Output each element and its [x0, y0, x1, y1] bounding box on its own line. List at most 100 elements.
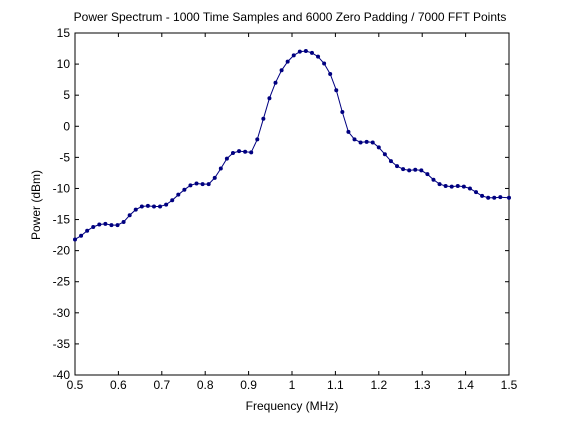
data-point [91, 225, 96, 230]
data-point [79, 233, 84, 238]
data-point [151, 204, 156, 209]
data-point [291, 53, 296, 58]
plot-box [74, 32, 510, 376]
data-point [182, 187, 187, 192]
data-point [303, 49, 308, 54]
data-point [507, 195, 511, 200]
data-point [103, 221, 108, 226]
y-tick-label: -20 [53, 244, 71, 258]
x-tick-label: 1.1 [327, 378, 344, 392]
data-point [370, 140, 375, 145]
data-point [255, 137, 260, 142]
data-point [455, 183, 460, 188]
x-tick-label: 1 [289, 378, 296, 392]
y-tick-label: -25 [53, 275, 71, 289]
data-point [188, 183, 193, 188]
x-tick-label: 1.3 [414, 378, 431, 392]
y-axis-label: Power (dBm) [29, 170, 43, 240]
data-point [73, 237, 77, 242]
data-point [109, 223, 114, 228]
data-point [127, 213, 132, 218]
data-point [158, 204, 163, 209]
x-tick-label: 0.9 [240, 378, 257, 392]
data-point [407, 168, 412, 173]
data-point [437, 182, 442, 187]
data-point [334, 88, 339, 93]
x-tick-label: 1.4 [457, 378, 474, 392]
y-tick-label: -40 [53, 368, 71, 382]
data-point [200, 182, 205, 187]
data-point [474, 190, 479, 195]
data-point [279, 68, 284, 73]
data-point [97, 222, 102, 227]
y-tick-label: 5 [63, 88, 70, 102]
data-point [401, 167, 406, 172]
y-axis-ticks: 15 10 5 0 -5 -10 -15 -20 -25 -30 -35 -40 [53, 26, 509, 382]
data-point [145, 203, 150, 208]
data-point [425, 172, 430, 177]
data-point [309, 50, 314, 55]
x-tick-label: 0.8 [197, 378, 214, 392]
data-point [170, 198, 175, 203]
data-point [431, 177, 436, 182]
data-point [449, 184, 454, 189]
data-point [322, 61, 327, 66]
x-axis-ticks: 0.5 0.6 0.7 0.8 0.9 1 1.1 1.2 1.3 1.4 1.5 [67, 33, 518, 392]
data-point [340, 109, 345, 114]
y-tick-label: -15 [53, 213, 71, 227]
chart-title: Power Spectrum - 1000 Time Samples and 6… [74, 10, 507, 24]
plot-area [74, 32, 510, 376]
data-point [212, 175, 217, 180]
x-tick-label: 0.7 [153, 378, 170, 392]
x-tick-label: 1.2 [370, 378, 387, 392]
data-point [273, 80, 278, 85]
data-point [230, 151, 235, 156]
data-point [249, 150, 254, 155]
x-tick-label: 0.5 [67, 378, 84, 392]
data-point [237, 149, 242, 154]
x-axis-label: Frequency (MHz) [246, 399, 339, 413]
data-point [328, 72, 333, 77]
x-tick-label: 0.6 [110, 378, 127, 392]
data-point [176, 192, 181, 197]
data-point [261, 116, 266, 121]
data-point [382, 152, 387, 157]
data-point [486, 195, 491, 200]
y-tick-label: 0 [63, 119, 70, 133]
series-group [73, 49, 511, 242]
data-point [224, 156, 229, 161]
data-point [492, 195, 497, 200]
data-point [395, 164, 400, 169]
data-point [243, 149, 248, 154]
y-tick-label: -30 [53, 306, 71, 320]
data-point [388, 159, 393, 164]
data-point [297, 49, 302, 54]
data-point [498, 195, 503, 200]
data-point [461, 184, 466, 189]
data-point [139, 204, 144, 209]
data-point [133, 207, 138, 212]
x-tick-label: 1.5 [501, 378, 518, 392]
data-point [443, 183, 448, 188]
data-point [413, 167, 418, 172]
y-tick-label: -5 [59, 150, 70, 164]
data-point [467, 186, 472, 191]
data-point [358, 140, 363, 145]
data-point [480, 193, 485, 198]
data-point [316, 54, 321, 59]
data-point [267, 96, 272, 101]
data-point [346, 129, 351, 134]
data-point [285, 59, 290, 64]
y-tick-label: 15 [57, 26, 71, 40]
data-point [85, 228, 90, 233]
data-point [115, 223, 120, 228]
data-point [206, 182, 211, 187]
data-point [364, 139, 369, 144]
data-point [218, 166, 223, 171]
data-point [352, 137, 357, 142]
y-tick-label: -10 [53, 181, 71, 195]
y-tick-label: -35 [53, 337, 71, 351]
data-point [164, 202, 169, 207]
data-point [376, 145, 381, 150]
